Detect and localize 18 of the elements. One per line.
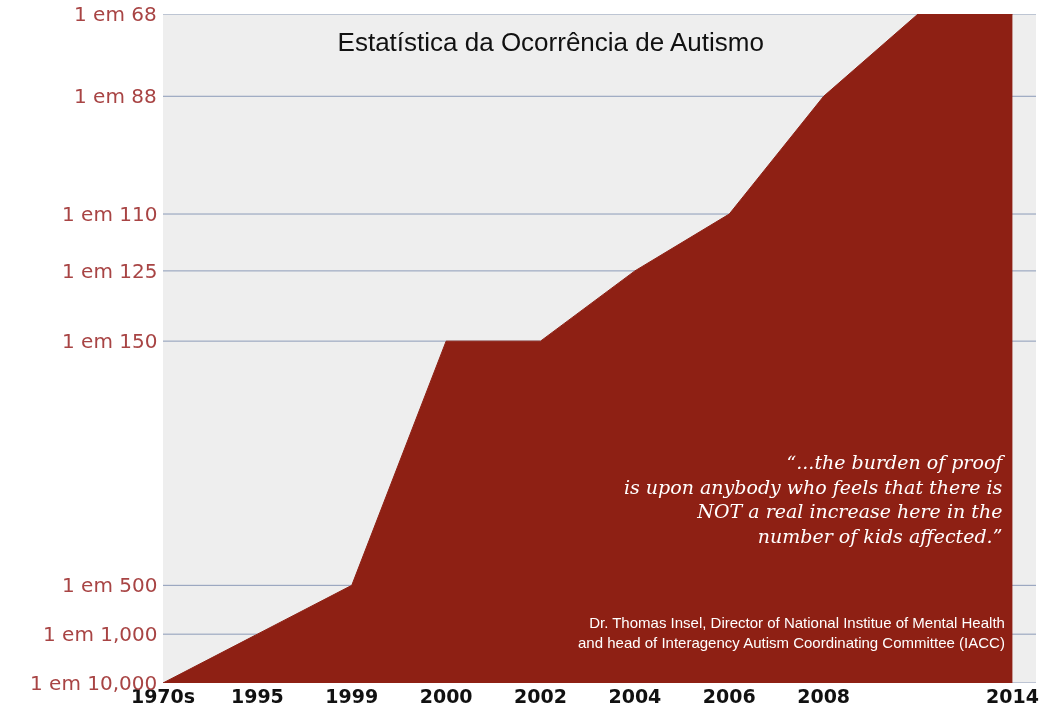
ref-line-label: 1 em 110 — [62, 202, 158, 226]
ref-line-label: 1 em 125 — [62, 259, 158, 283]
ref-line-label: 1 em 88 — [74, 84, 157, 108]
x-tick-label: 2000 — [419, 685, 473, 707]
text: Estatística da Ocorrência de Autismo — [337, 26, 764, 57]
ref-line-label: 1 em 150 — [62, 329, 158, 353]
ref-line-label: 1 em 500 — [62, 573, 158, 597]
x-tick-label: 2008 — [797, 685, 851, 707]
x-tick-label: 2004 — [608, 685, 662, 707]
x-tick-label: 1999 — [325, 685, 379, 707]
ref-line-label: 1 em 1,000 — [43, 622, 158, 646]
x-tick-label: 2014 — [985, 685, 1039, 707]
x-tick-label: 2002 — [514, 685, 567, 707]
annotation: Dr. Thomas Insel, Director of National Institue of Mental Health and head of Interagency Autism Coordinating Committee (IACC) — [578, 614, 1005, 651]
ref-line-label: 1 em 68 — [74, 2, 157, 26]
x-tick-label: 2006 — [702, 685, 756, 707]
annotation: “...the burden of proof is upon anybody who feels that there is NOT a real increase here in the number of kids affected.” — [624, 451, 1006, 548]
x-tick-label: 1995 — [230, 685, 284, 707]
